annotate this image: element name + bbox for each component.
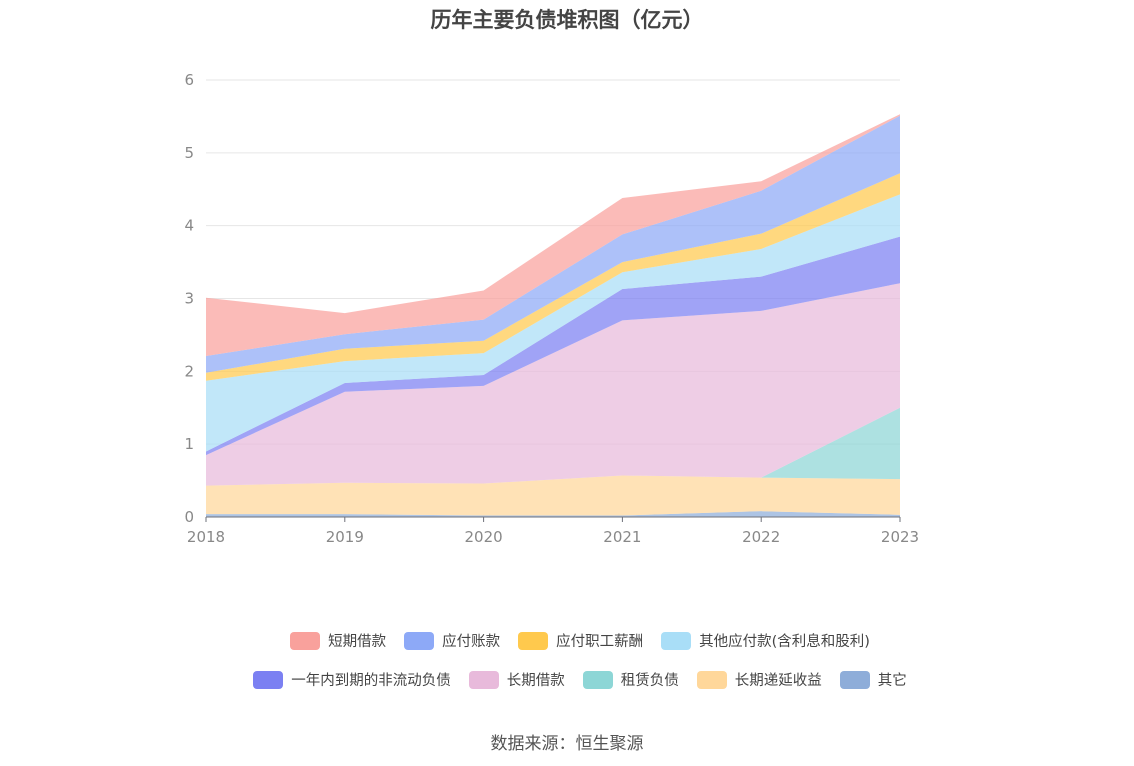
- legend-label: 长期递延收益: [734, 673, 822, 689]
- legend-swatch: [518, 631, 549, 650]
- legend-swatch: [404, 631, 435, 650]
- legend-item[interactable]: 短期借款: [290, 630, 386, 651]
- x-tick-label: 2021: [603, 528, 641, 546]
- legend-item[interactable]: 其他应付款(含利息和股利): [661, 630, 870, 651]
- legend-label: 租赁负债: [620, 673, 679, 689]
- area-series-7: [206, 115, 900, 373]
- legend-label: 短期借款: [328, 634, 387, 650]
- area-series: [206, 114, 900, 517]
- y-tick-label: 3: [184, 290, 194, 308]
- legend-label: 其他应付款(含利息和股利): [699, 634, 870, 650]
- legend-item[interactable]: 应付职工薪酬: [518, 630, 643, 651]
- legend-row: 短期借款 应付账款 应付职工薪酬 其他应付款(含利息和股利): [200, 630, 960, 659]
- x-tick-label: 2022: [742, 528, 780, 546]
- area-series-3: [206, 283, 900, 486]
- y-tick-label: 0: [184, 508, 194, 526]
- x-tick-label: 2020: [465, 528, 503, 546]
- y-tick-label: 6: [184, 71, 194, 89]
- axes: 0 1 2 3 4 5 6 2018 2019 2020 2021 2022 2023: [184, 71, 919, 546]
- y-tick-label: 4: [184, 217, 194, 235]
- legend-label: 长期借款: [506, 673, 565, 689]
- chart-title: 历年主要负债堆积图（亿元）: [430, 8, 704, 32]
- y-tick-label: 2: [184, 362, 194, 380]
- area-series-1: [206, 475, 900, 516]
- y-tick-label: 5: [184, 144, 194, 162]
- legend-item[interactable]: 长期借款: [468, 669, 565, 690]
- legend-item[interactable]: 应付账款: [404, 630, 500, 651]
- area-series-0: [206, 511, 900, 517]
- legend-label: 应付账款: [442, 634, 501, 650]
- legend: 短期借款 应付账款 应付职工薪酬 其他应付款(含利息和股利) 一年内到期的非流动负债 长期…: [200, 630, 960, 708]
- x-tick-label: 2019: [326, 528, 364, 546]
- legend-item[interactable]: 其它: [839, 669, 907, 690]
- x-tick-label: 2018: [187, 528, 225, 546]
- legend-swatch: [839, 670, 870, 689]
- legend-label: 其它: [877, 673, 907, 689]
- legend-label: 一年内到期的非流动负债: [291, 673, 451, 689]
- legend-swatch: [253, 670, 284, 689]
- area-series-5: [206, 194, 900, 452]
- legend-swatch: [696, 670, 727, 689]
- legend-label: 应付职工薪酬: [556, 634, 644, 650]
- legend-item[interactable]: 长期递延收益: [696, 669, 822, 690]
- x-tick-label: 2023: [881, 528, 919, 546]
- legend-item[interactable]: 一年内到期的非流动负债: [253, 669, 451, 690]
- area-series-2: [206, 407, 900, 486]
- legend-row: 一年内到期的非流动负债 长期借款 租赁负债 长期递延收益 其它: [200, 669, 960, 698]
- legend-item[interactable]: 租赁负债: [582, 669, 679, 690]
- source-note: 数据来源：恒生聚源: [490, 734, 644, 754]
- y-tick-label: 1: [184, 435, 194, 453]
- area-series-8: [206, 114, 900, 357]
- legend-swatch: [290, 631, 321, 650]
- legend-swatch: [468, 670, 499, 689]
- legend-swatch: [582, 670, 613, 689]
- legend-swatch: [661, 631, 692, 650]
- area-series-4: [206, 236, 900, 456]
